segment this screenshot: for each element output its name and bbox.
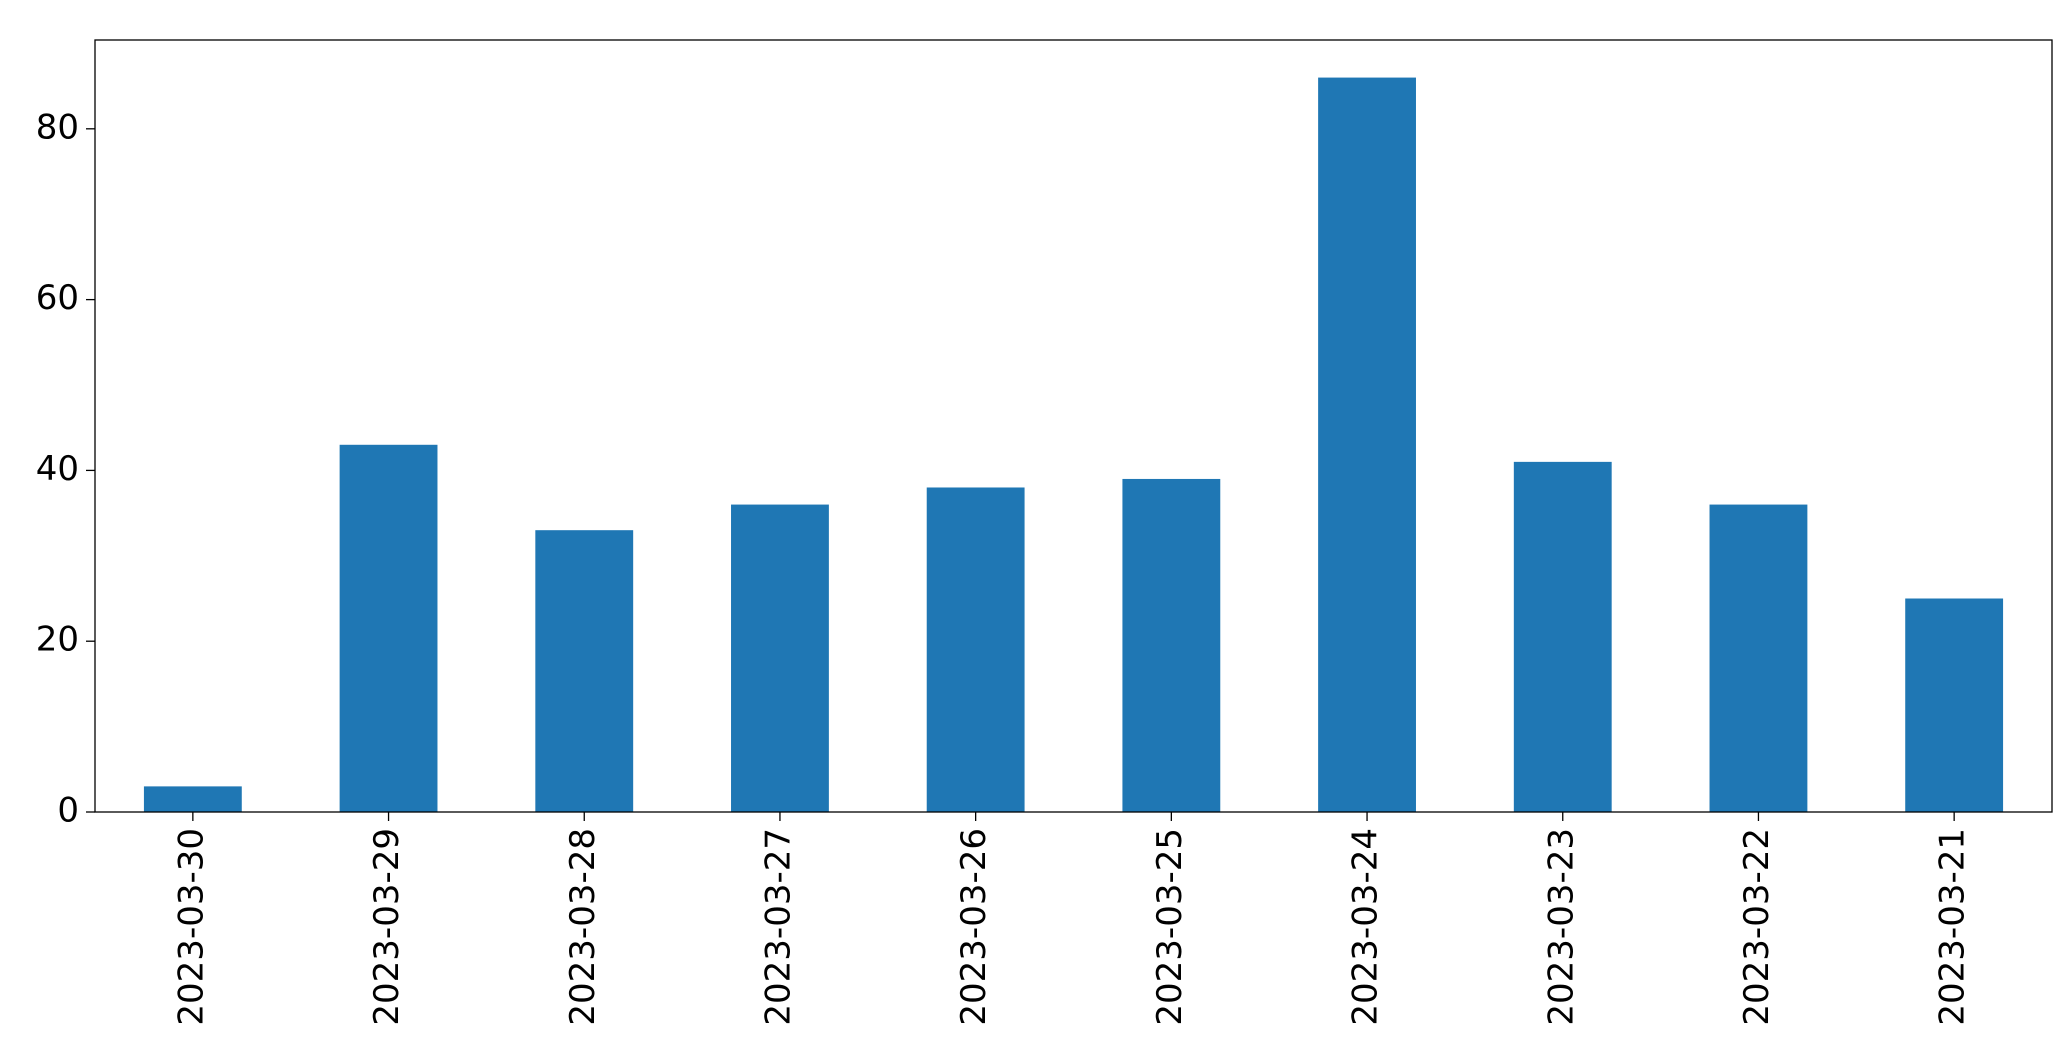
bar (339, 444, 438, 812)
bar (143, 786, 242, 812)
bar (731, 504, 829, 812)
y-tick-label: 40 (36, 449, 79, 489)
x-tick-label: 2023-03-21 (1933, 828, 1973, 1026)
x-tick-label: 2023-03-28 (563, 828, 603, 1026)
x-tick-label: 2023-03-23 (1541, 828, 1581, 1026)
bar (1513, 461, 1612, 812)
x-tick-label: 2023-03-24 (1346, 828, 1386, 1026)
x-tick-label: 2023-03-30 (171, 828, 211, 1026)
x-tick-label: 2023-03-22 (1737, 828, 1777, 1026)
x-tick-label: 2023-03-26 (954, 828, 994, 1026)
bar (1318, 77, 1416, 813)
x-tick-label: 2023-03-25 (1150, 828, 1190, 1026)
plot-frame (94, 39, 2053, 813)
y-tick-label: 60 (36, 278, 79, 318)
bar (926, 487, 1025, 812)
bar (1709, 504, 1808, 812)
bar (1905, 598, 2004, 812)
x-tick-label: 2023-03-27 (758, 828, 798, 1026)
bar (535, 530, 634, 812)
y-tick-label: 80 (36, 107, 79, 147)
bar (1122, 478, 1221, 812)
y-tick-label: 0 (57, 791, 79, 831)
y-tick-label: 20 (36, 620, 79, 660)
x-tick-label: 2023-03-29 (367, 828, 407, 1026)
